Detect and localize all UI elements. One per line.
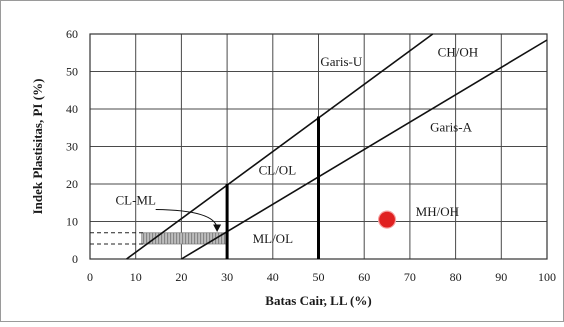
arrow-head bbox=[213, 224, 222, 232]
x-tick-label: 10 bbox=[130, 270, 142, 284]
y-axis-label: Indek Plastisitas, PI (%) bbox=[30, 79, 45, 215]
y-tick-label: 0 bbox=[72, 252, 78, 266]
garis-a-line bbox=[180, 39, 548, 260]
x-tick-label: 40 bbox=[267, 270, 279, 284]
annotations-group: Garis-U CH/OH Garis-A CL/OL CL-ML MH/OH ML/OL bbox=[115, 45, 478, 246]
label-cl-ml: CL-ML bbox=[115, 193, 156, 208]
x-tick-label: 70 bbox=[404, 270, 416, 284]
y-tick-label: 20 bbox=[66, 177, 78, 191]
label-ml-ol: ML/OL bbox=[253, 231, 294, 246]
y-tick-label: 50 bbox=[66, 65, 78, 79]
label-garis-u: Garis-U bbox=[320, 54, 362, 69]
y-tick-label: 30 bbox=[66, 140, 78, 154]
y-tick-label: 60 bbox=[66, 27, 78, 41]
lines-group bbox=[126, 33, 548, 260]
x-tick-label: 60 bbox=[358, 270, 370, 284]
y-axis-ticks: 0 10 20 30 40 50 60 bbox=[66, 27, 78, 266]
label-garis-a: Garis-A bbox=[430, 120, 472, 135]
x-tick-label: 80 bbox=[450, 270, 462, 284]
x-tick-label: 0 bbox=[87, 270, 93, 284]
label-ch-oh: CH/OH bbox=[438, 45, 478, 60]
x-axis-label: Batas Cair, LL (%) bbox=[265, 293, 371, 308]
y-tick-label: 40 bbox=[66, 102, 78, 116]
x-tick-label: 50 bbox=[313, 270, 325, 284]
garis-u-line bbox=[126, 33, 434, 260]
x-tick-label: 90 bbox=[495, 270, 507, 284]
hatched-zone-group bbox=[90, 232, 228, 245]
x-tick-label: 20 bbox=[175, 270, 187, 284]
data-point-marker bbox=[377, 210, 397, 229]
label-cl-ol: CL/OL bbox=[259, 163, 297, 178]
y-tick-label: 10 bbox=[66, 215, 78, 229]
x-tick-label: 100 bbox=[538, 270, 556, 284]
x-tick-label: 30 bbox=[221, 270, 233, 284]
grid bbox=[90, 34, 547, 259]
label-mh-oh: MH/OH bbox=[416, 204, 459, 219]
x-axis-ticks: 0 10 20 30 40 50 60 70 80 90 100 bbox=[87, 270, 556, 284]
